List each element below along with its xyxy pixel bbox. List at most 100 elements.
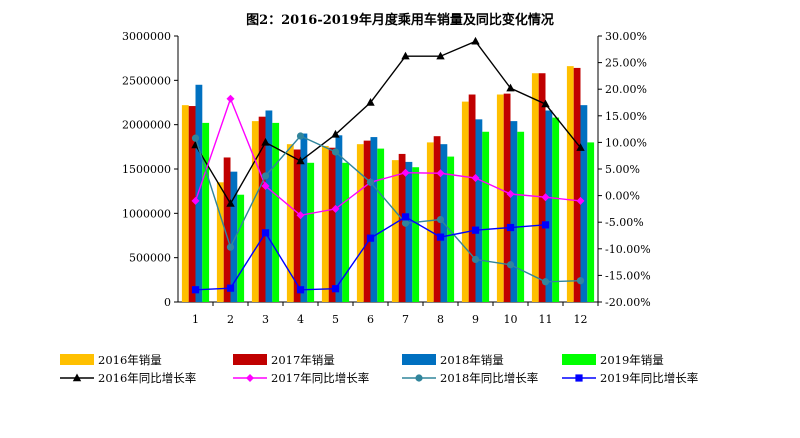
bar <box>545 110 553 302</box>
legend-label: 2017年同比增长率 <box>271 371 369 385</box>
bar <box>251 121 259 303</box>
bar <box>195 84 203 303</box>
data-point <box>436 215 445 224</box>
data-point <box>226 199 235 207</box>
data-point <box>576 277 585 285</box>
data-point <box>436 51 445 60</box>
data-point <box>261 182 270 191</box>
data-point <box>331 204 340 213</box>
series-line <box>194 40 582 205</box>
bar <box>188 106 196 303</box>
bar <box>552 117 560 302</box>
x-axis-tick-label: 3 <box>262 313 269 326</box>
bar <box>370 137 378 302</box>
left-axis-tick-label: 500000 <box>129 252 171 265</box>
right-axis-tick-label: 20.00% <box>605 83 647 96</box>
bar <box>272 122 280 302</box>
data-point <box>261 137 270 146</box>
bar <box>328 147 336 302</box>
bar <box>293 149 301 302</box>
bar <box>223 157 231 302</box>
bar <box>426 142 434 302</box>
bar <box>265 110 273 302</box>
legend-label: 2016年销量 <box>98 353 162 367</box>
bar <box>398 153 406 302</box>
bar <box>230 171 238 302</box>
data-point <box>191 134 200 142</box>
chart-title: 图2：2016-2019年月度乘用车销量及同比变化情况 <box>246 12 554 28</box>
data-point <box>296 156 305 165</box>
bar <box>538 73 546 303</box>
bar <box>496 94 504 303</box>
x-axis-tick-label: 11 <box>539 313 553 326</box>
data-point <box>226 284 235 292</box>
bar <box>321 145 329 302</box>
data-point <box>541 278 550 286</box>
bar <box>447 156 455 302</box>
data-point <box>401 51 410 60</box>
data-point <box>506 261 515 269</box>
left-axis-tick-label: 3000000 <box>122 30 171 43</box>
right-axis-tick-label: 0.00% <box>605 190 640 203</box>
bar <box>181 105 189 302</box>
bar <box>342 162 350 302</box>
bar <box>377 148 385 302</box>
right-axis-tick-label: 30.00% <box>605 30 647 43</box>
bar <box>356 144 364 302</box>
right-axis-tick-label: 5.00% <box>605 163 640 176</box>
x-axis-tick-label: 6 <box>367 313 374 326</box>
data-point <box>401 213 410 221</box>
legend: 2016年销量 2017年销量 2018年销量 2019年销量 2016年同比增长率 20… <box>60 353 698 385</box>
bar <box>510 121 518 303</box>
data-point <box>471 36 480 45</box>
legend-label: 2018年销量 <box>440 353 504 367</box>
bar <box>503 93 511 302</box>
legend-label: 2016年同比增长率 <box>98 371 196 385</box>
data-point <box>366 98 375 106</box>
axes-layer: 3000000 2500000 2000000 1500000 1000000 50000… <box>122 30 651 326</box>
data-point <box>436 169 445 178</box>
left-axis-tick-label: 2500000 <box>122 74 171 87</box>
data-point <box>246 374 254 382</box>
data-point <box>331 285 340 293</box>
data-point <box>331 129 340 138</box>
data-point <box>506 83 515 92</box>
bar <box>517 131 525 302</box>
data-point <box>226 243 235 251</box>
legend-swatch <box>402 354 436 365</box>
legend-swatch <box>60 354 94 365</box>
x-axis-tick-label: 12 <box>574 313 588 326</box>
data-point <box>296 211 305 220</box>
right-axis-tick-label: -20.00% <box>605 296 651 309</box>
data-point <box>541 221 550 229</box>
bar <box>363 140 371 302</box>
data-point <box>506 190 515 199</box>
right-axis-tick-label: -10.00% <box>605 243 651 256</box>
data-point <box>471 226 480 234</box>
bar <box>391 160 399 302</box>
bar <box>580 105 588 302</box>
bar <box>566 66 574 302</box>
x-axis-tick-label: 7 <box>402 313 409 326</box>
data-point <box>541 99 550 108</box>
bar <box>531 73 539 303</box>
data-point <box>576 196 585 205</box>
data-point <box>331 148 340 156</box>
bar <box>468 94 476 303</box>
bar <box>286 144 294 302</box>
bar <box>258 116 266 302</box>
legend-label: 2019年销量 <box>600 353 664 367</box>
data-point <box>191 286 200 294</box>
legend-swatch <box>233 354 267 365</box>
data-point <box>366 178 375 186</box>
right-axis-tick-label: -15.00% <box>605 269 651 282</box>
bar <box>573 67 581 302</box>
data-point <box>72 373 82 382</box>
data-point <box>296 132 305 140</box>
bar <box>237 194 245 302</box>
data-point <box>576 143 585 151</box>
x-axis-tick-label: 10 <box>504 313 518 326</box>
right-axis-tick-label: -5.00% <box>605 216 644 229</box>
series-line <box>194 135 581 283</box>
